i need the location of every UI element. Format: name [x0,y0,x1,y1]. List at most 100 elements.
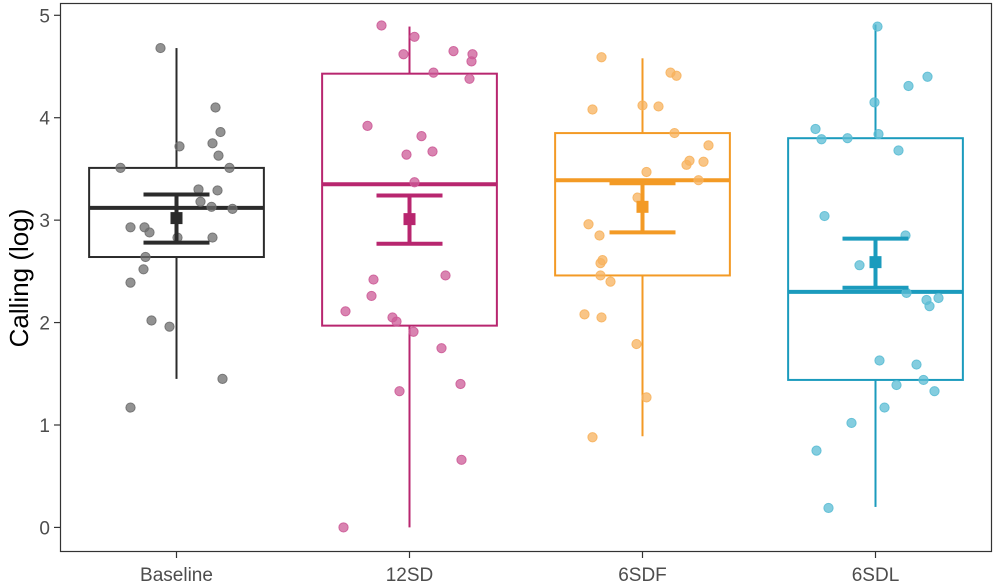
data-point [138,264,149,275]
data-point [918,374,929,386]
data-point [409,31,420,42]
data-point [579,309,590,320]
data-point [874,355,885,366]
data-point [368,274,379,285]
data-point [409,177,420,188]
data-point [456,454,467,465]
data-point [391,316,402,327]
data-point [631,338,642,350]
data-point [376,20,387,31]
data-point [436,343,447,354]
data-point [398,49,409,60]
box-group-6sdf [554,52,731,443]
data-point [671,70,682,81]
data-point [810,123,821,135]
data-point [455,378,466,390]
box-group-12sd [321,20,498,533]
y-tick-label: 5 [39,6,50,27]
data-point [653,101,664,112]
data-point [215,126,226,138]
x-tick-label: 12SD [386,565,434,582]
data-point [842,133,853,144]
y-axis-title: Calling (log) [4,209,34,348]
data-point [146,315,157,326]
data-point [428,67,439,78]
data-point [587,432,598,443]
box [88,166,265,259]
data-point [212,185,223,196]
data-point [144,227,155,238]
data-point [338,522,349,533]
mean-marker [403,213,416,226]
data-point [195,196,206,207]
data-point [448,46,459,57]
data-point [596,312,607,323]
data-point [164,321,175,332]
x-tick-label: 6SDF [618,565,667,582]
data-point [583,219,594,230]
data-point [854,260,865,271]
data-point [366,290,377,302]
data-point [641,166,652,178]
data-point [416,131,427,142]
data-point [207,138,218,149]
data-point [595,258,606,269]
x-tick-label: Baseline [140,565,213,582]
data-point [819,210,830,222]
data-point [929,386,940,397]
data-point [594,230,605,241]
data-point [227,203,238,214]
data-point [698,156,709,167]
data-point [872,21,883,32]
data-point [207,232,218,243]
plot-panel-border [59,2,993,553]
data-point [401,149,412,160]
mean-marker [636,200,649,213]
data-point [115,162,126,174]
mean-marker [170,212,183,225]
data-point [869,97,880,108]
data-point [466,56,477,67]
data-point [210,102,221,113]
data-point [217,373,228,385]
data-point [464,73,475,84]
x-axis: Baseline 12SD 6SDF 6SDL [140,552,899,582]
data-point [893,145,904,156]
data-point [125,402,136,413]
data-point [641,392,652,403]
data-point [873,129,884,140]
data-point [224,162,235,174]
data-point [140,251,151,263]
data-point [903,80,914,92]
data-point [206,201,217,212]
data-point [816,134,827,145]
plot-marks [88,20,964,533]
data-point [811,445,822,456]
data-point [879,402,890,413]
y-axis: 0 1 2 3 4 5 [39,6,60,539]
data-point [595,270,606,281]
data-point [681,159,692,170]
mean-marker [869,256,882,269]
box [321,72,498,327]
data-point [427,146,438,157]
y-tick-label: 4 [39,109,50,130]
y-tick-label: 2 [39,314,50,335]
data-point [362,120,373,132]
box-group-6sdl [787,21,964,514]
data-point [846,417,857,429]
data-point [911,359,922,370]
data-point [125,277,136,288]
y-tick-label: 3 [39,211,50,232]
box-group-baseline [88,42,265,413]
data-point [394,386,405,397]
data-point [924,301,935,312]
y-tick-label: 1 [39,416,50,437]
data-point [933,292,944,304]
data-point [440,270,451,281]
box [554,132,731,277]
data-point [823,502,834,514]
y-tick-label: 0 [39,518,50,539]
data-point [922,71,933,82]
